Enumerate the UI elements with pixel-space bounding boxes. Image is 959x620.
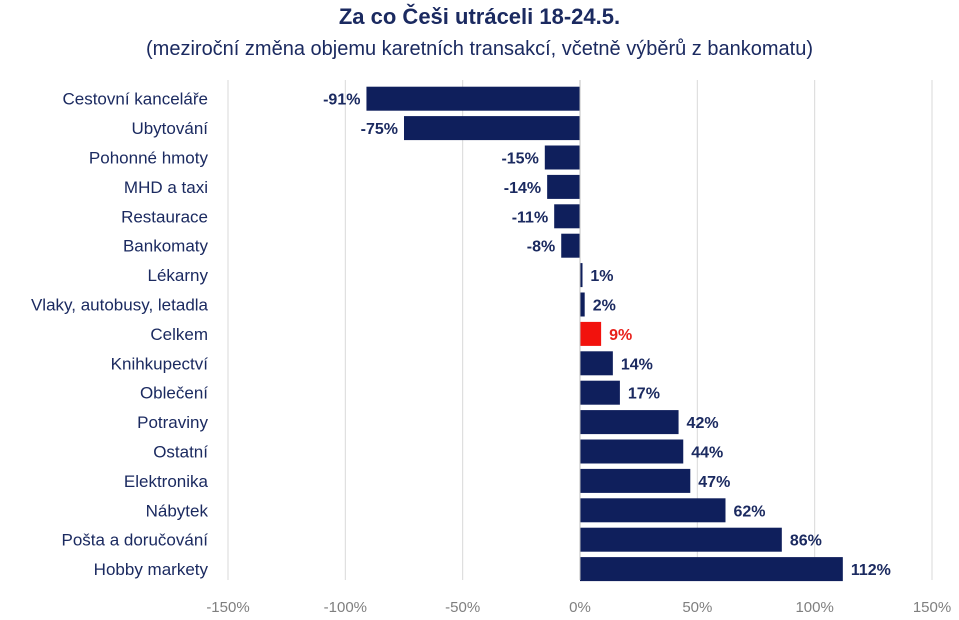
bar	[544, 145, 580, 170]
chart-title: Za co Češi utráceli 18-24.5.	[338, 4, 621, 29]
data-label: 62%	[733, 503, 765, 520]
bar	[580, 351, 613, 376]
bar	[580, 292, 585, 317]
category-label: Ubytování	[131, 119, 208, 138]
data-label: -91%	[323, 92, 360, 109]
bar	[580, 380, 620, 405]
category-label: Nábytek	[146, 501, 209, 520]
category-label: Celkem	[150, 325, 208, 344]
category-label: Bankomaty	[123, 237, 209, 256]
category-label: Potraviny	[137, 413, 208, 432]
x-tick-label: 150%	[913, 599, 951, 616]
data-label: -15%	[501, 151, 538, 168]
category-label: Knihkupectví	[111, 354, 209, 373]
category-label: Vlaky, autobusy, letadla	[31, 296, 209, 315]
bar	[580, 557, 843, 582]
data-label: 86%	[790, 533, 822, 550]
bar	[580, 498, 726, 523]
data-label: 1%	[590, 268, 613, 285]
x-tick-label: -100%	[324, 599, 367, 616]
data-label: -75%	[361, 121, 398, 138]
bar	[580, 468, 691, 493]
bar	[554, 204, 580, 229]
bar	[561, 233, 580, 258]
data-label: 2%	[593, 298, 616, 315]
bar	[580, 263, 583, 288]
bar	[580, 527, 782, 552]
data-label: 42%	[687, 415, 719, 432]
x-tick-label: -50%	[445, 599, 480, 616]
x-tick-label: 50%	[682, 599, 712, 616]
category-label: Restaurace	[121, 207, 208, 226]
category-label: Hobby markety	[94, 560, 209, 579]
bar	[580, 410, 679, 435]
data-label: 14%	[621, 356, 653, 373]
bar	[404, 116, 580, 141]
bar	[580, 321, 602, 346]
chart-subtitle: (meziroční změna objemu karetních transa…	[146, 38, 813, 60]
data-label: 47%	[698, 474, 730, 491]
data-label: 112%	[851, 562, 891, 579]
x-tick-label: 0%	[569, 599, 591, 616]
data-label: -14%	[504, 180, 541, 197]
data-label: 44%	[691, 445, 723, 462]
x-tick-label: -150%	[206, 599, 249, 616]
category-label: Lékarny	[148, 266, 209, 285]
category-label: Pohonné hmoty	[89, 149, 209, 168]
data-label: 17%	[628, 386, 660, 403]
bar	[547, 174, 580, 199]
category-label: Oblečení	[140, 384, 208, 403]
category-label: Pošta a doručování	[62, 531, 209, 550]
data-label: 9%	[609, 327, 632, 344]
x-tick-label: 100%	[795, 599, 833, 616]
bar	[580, 439, 684, 464]
category-label: Ostatní	[153, 443, 208, 462]
category-label: Elektronika	[124, 472, 209, 491]
category-label: Cestovní kanceláře	[62, 90, 208, 109]
category-label: MHD a taxi	[124, 178, 208, 197]
bar	[366, 86, 580, 111]
data-label: -11%	[512, 209, 548, 226]
data-label: -8%	[527, 239, 555, 256]
